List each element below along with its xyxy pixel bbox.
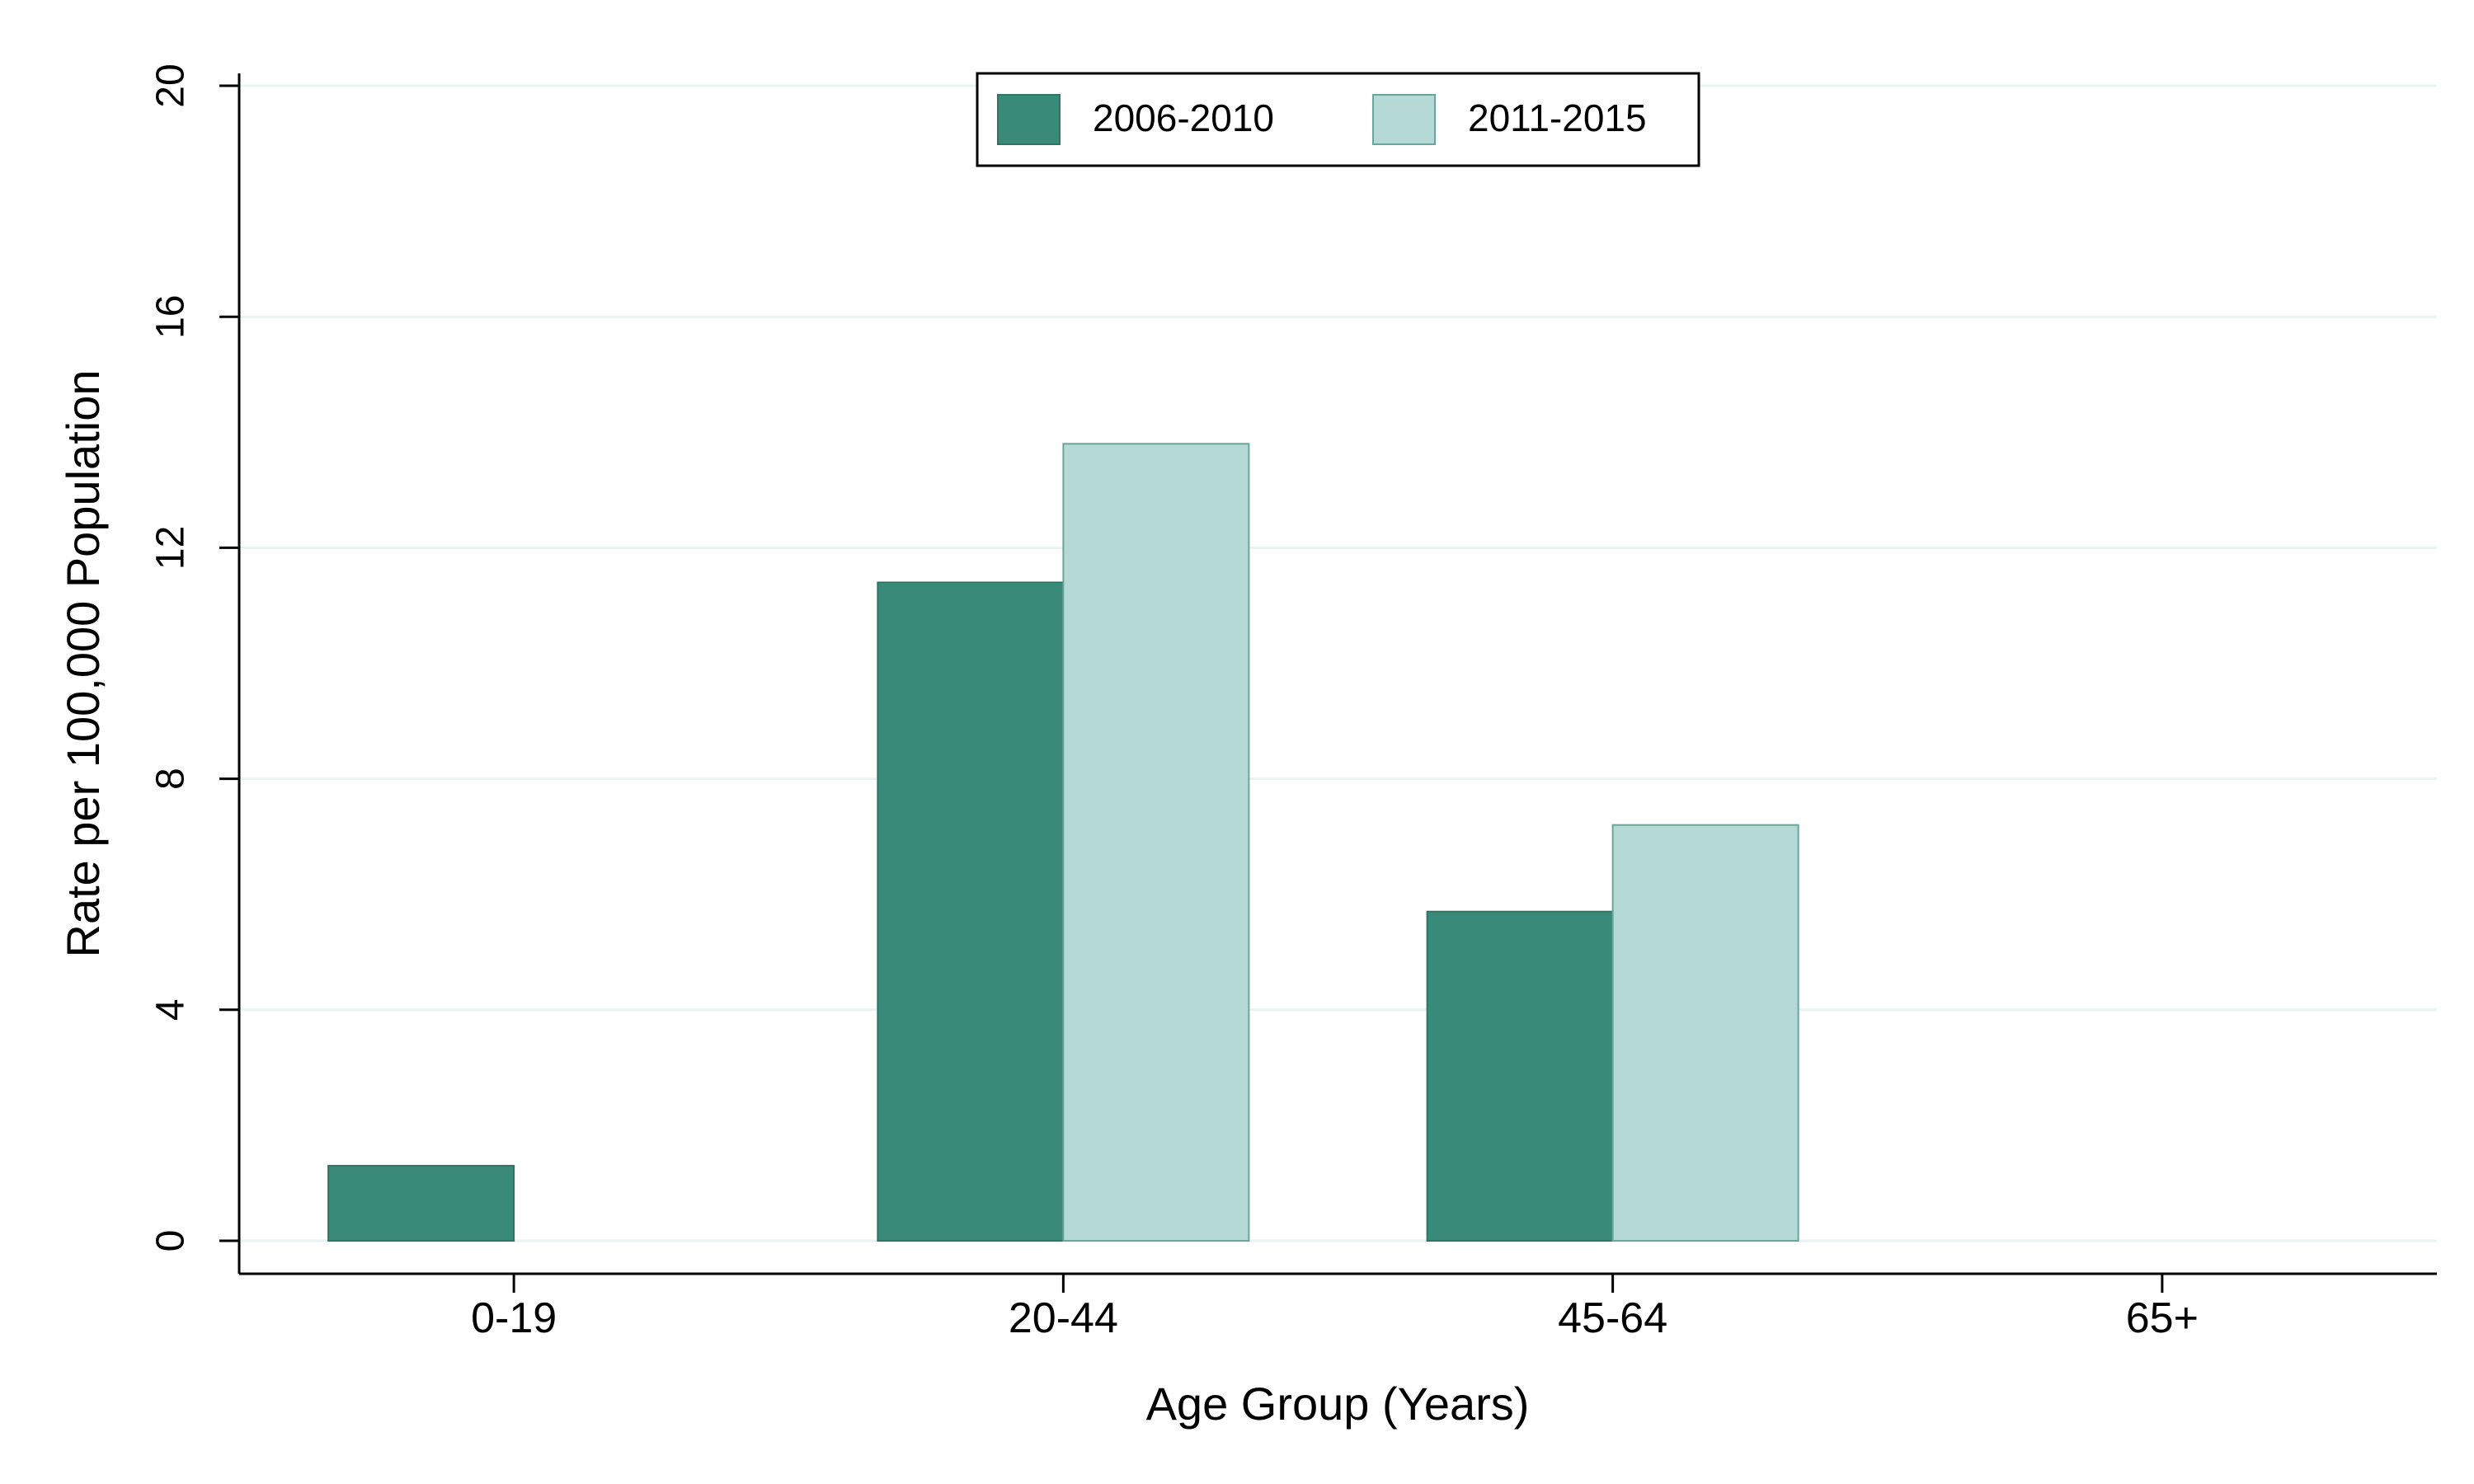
y-tick-label: 20 [149,63,193,107]
bar-2006-2010-20-44 [877,581,1065,1242]
y-tick-label: 16 [149,295,193,339]
legend-label: 2011-2015 [1468,96,1647,139]
legend-box [976,72,1700,167]
x-tick-label: 20-44 [1009,1294,1118,1342]
y-axis-title: Rate per 100,000 Population [57,370,109,958]
gridlines [239,84,2437,1242]
bar-2011-2015-45-64 [1611,824,1799,1242]
y-tick-label: 4 [149,998,193,1021]
x-axis-title: Age Group (Years) [1146,1378,1530,1430]
x-tick-label: 0-19 [471,1294,557,1342]
legend-swatch [997,94,1061,145]
y-tick-label: 12 [149,526,193,570]
y-tick-label: 0 [149,1230,193,1252]
bars [327,443,1799,1242]
legend-swatch [1372,94,1436,145]
axes [238,73,2437,1275]
bar-2011-2015-20-44 [1062,443,1250,1242]
x-ticks: 0-19 20-44 45-64 65+ [471,1274,2199,1342]
x-tick-label: 65+ [2126,1294,2199,1342]
legend-label: 2006-2010 [1093,96,1274,139]
bar-2006-2010-0-19 [327,1164,515,1242]
bar-2006-2010-45-64 [1426,910,1614,1242]
legend: 2006-2010 2011-2015 [976,72,1700,167]
x-tick-label: 45-64 [1558,1294,1667,1342]
y-tick-label: 8 [149,768,193,790]
y-ticks: 0 4 8 12 16 20 [149,63,239,1252]
